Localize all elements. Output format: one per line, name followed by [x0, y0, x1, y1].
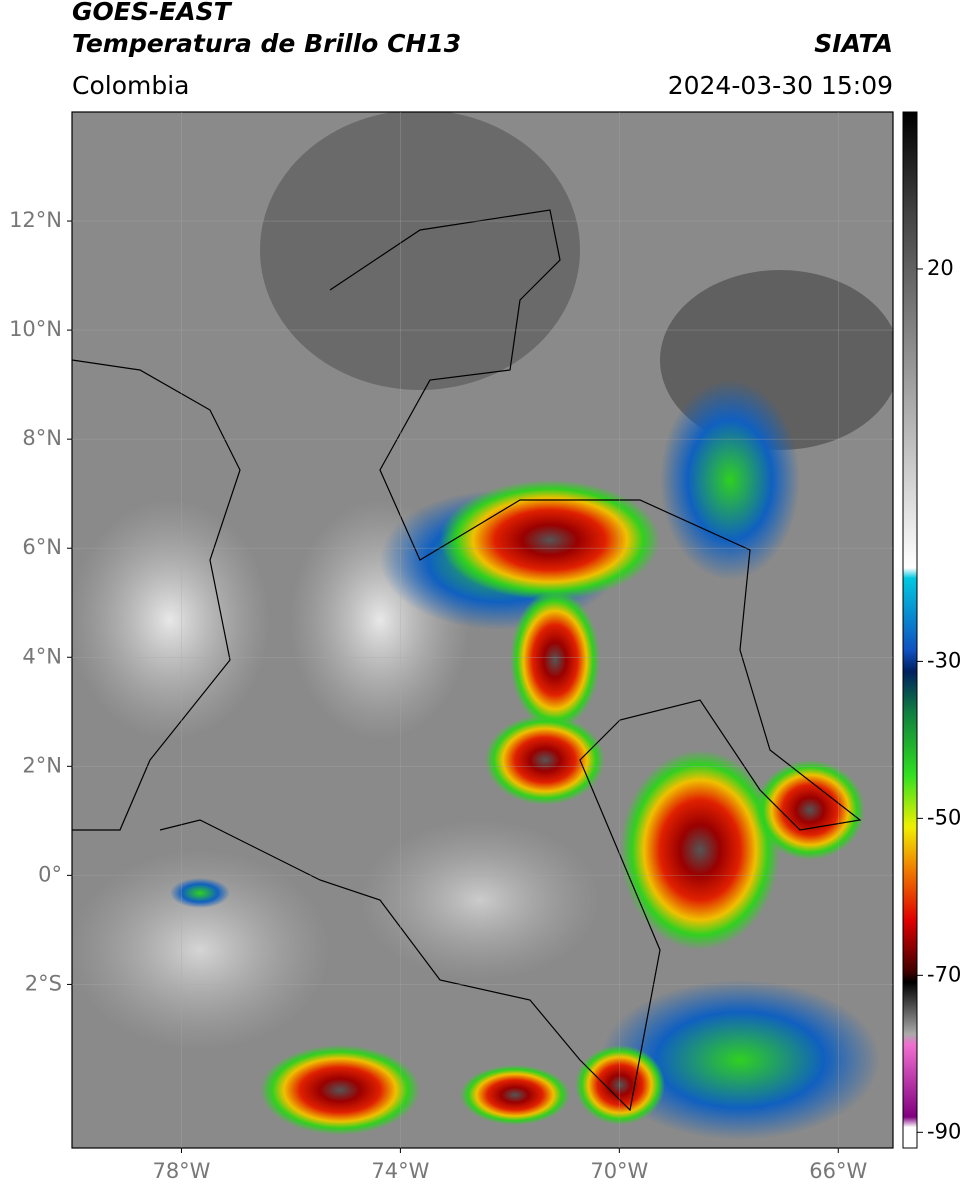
- colorbar-tick-label: 20: [927, 256, 954, 280]
- x-tick-label: 74°W: [371, 1159, 429, 1183]
- colorbar-tick-label: -70: [927, 962, 961, 986]
- x-tick-label: 66°W: [809, 1159, 867, 1183]
- y-tick-label: 2°N: [22, 753, 62, 777]
- colorbar-tick-label: -50: [927, 805, 961, 829]
- y-tick-label: 0°: [38, 862, 62, 886]
- y-tick-label: 2°S: [25, 971, 62, 995]
- y-tick-label: 10°N: [9, 317, 62, 341]
- colorbar: [902, 111, 918, 1149]
- x-tick-label: 70°W: [590, 1159, 648, 1183]
- colorbar-tick-label: -30: [927, 648, 961, 672]
- product: Temperatura de Brillo CH13: [72, 29, 461, 58]
- agency: SIATA: [814, 29, 893, 58]
- x-tick-label: 78°W: [152, 1159, 210, 1183]
- y-tick-label: 6°N: [22, 535, 62, 559]
- map-frame: [71, 111, 894, 1149]
- satellite: GOES-EAST: [72, 0, 233, 26]
- y-tick-label: 12°N: [9, 208, 62, 232]
- y-tick-label: 4°N: [22, 644, 62, 668]
- y-tick-label: 8°N: [22, 426, 62, 450]
- region: Colombia: [72, 71, 189, 100]
- satellite-image: [72, 112, 893, 1148]
- colorbar-tick-label: -90: [927, 1119, 961, 1143]
- timestamp: 2024-03-30 15:09: [668, 71, 893, 100]
